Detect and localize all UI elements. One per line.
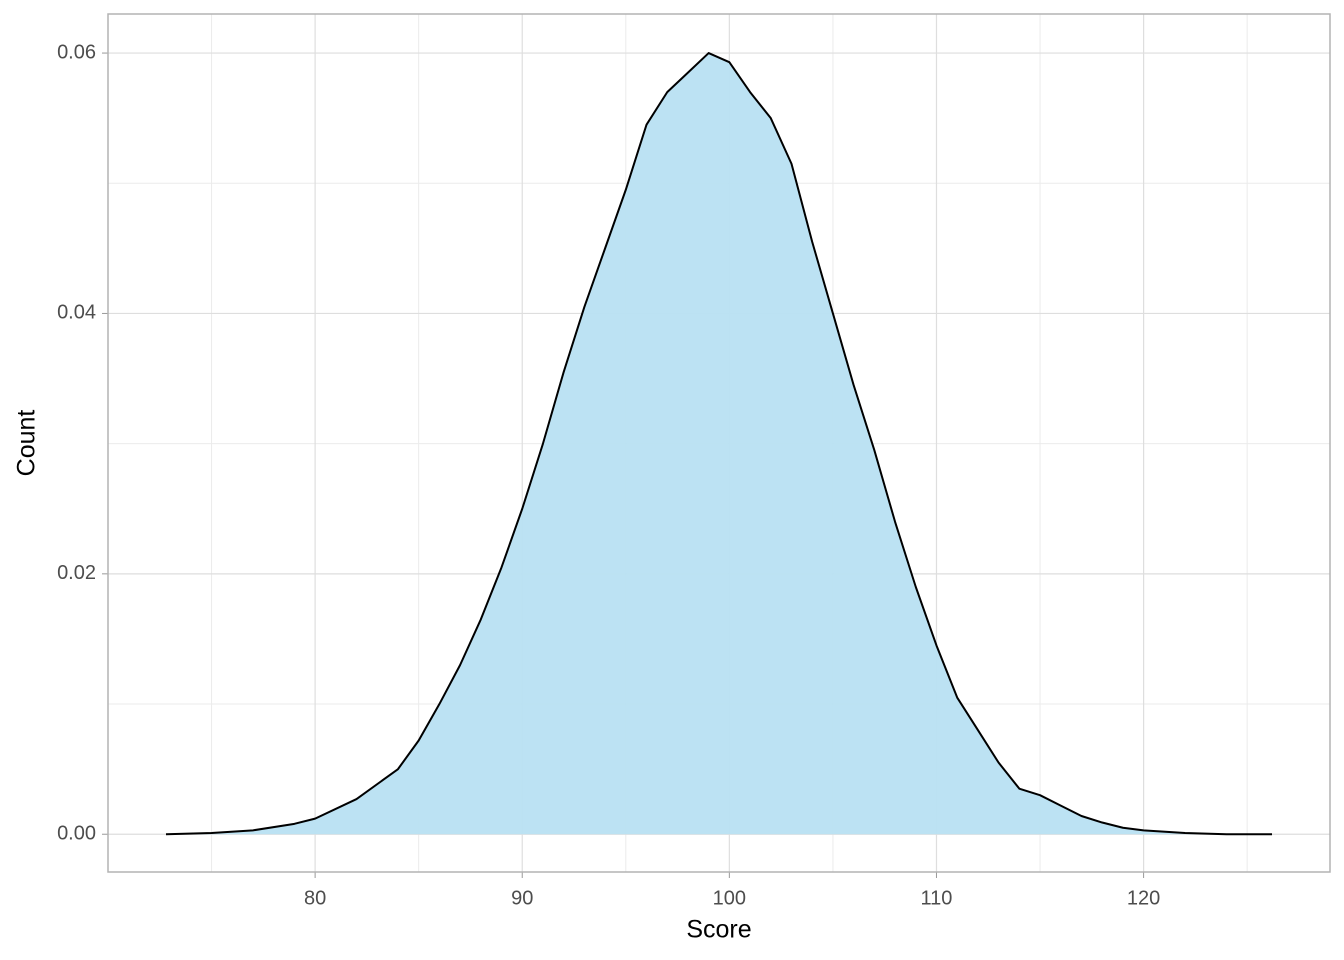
area	[165, 53, 1273, 835]
y-tick-label: 0.02	[57, 562, 96, 584]
x-tick-label: 120	[1127, 887, 1160, 909]
y-tick-label: 0.06	[57, 41, 96, 63]
panel-border	[107, 13, 1331, 873]
y-tick-label: 0.04	[57, 302, 96, 324]
x-axis-label: Score	[686, 916, 751, 944]
density-line	[165, 52, 1273, 836]
y-axis-label: Count	[13, 410, 41, 477]
y-tick-label: 0.00	[57, 823, 96, 845]
x-tick-label: 90	[511, 887, 533, 909]
x-tick-label: 80	[304, 887, 326, 909]
x-tick-label: 100	[713, 887, 746, 909]
x-tick-label: 110	[921, 887, 953, 909]
